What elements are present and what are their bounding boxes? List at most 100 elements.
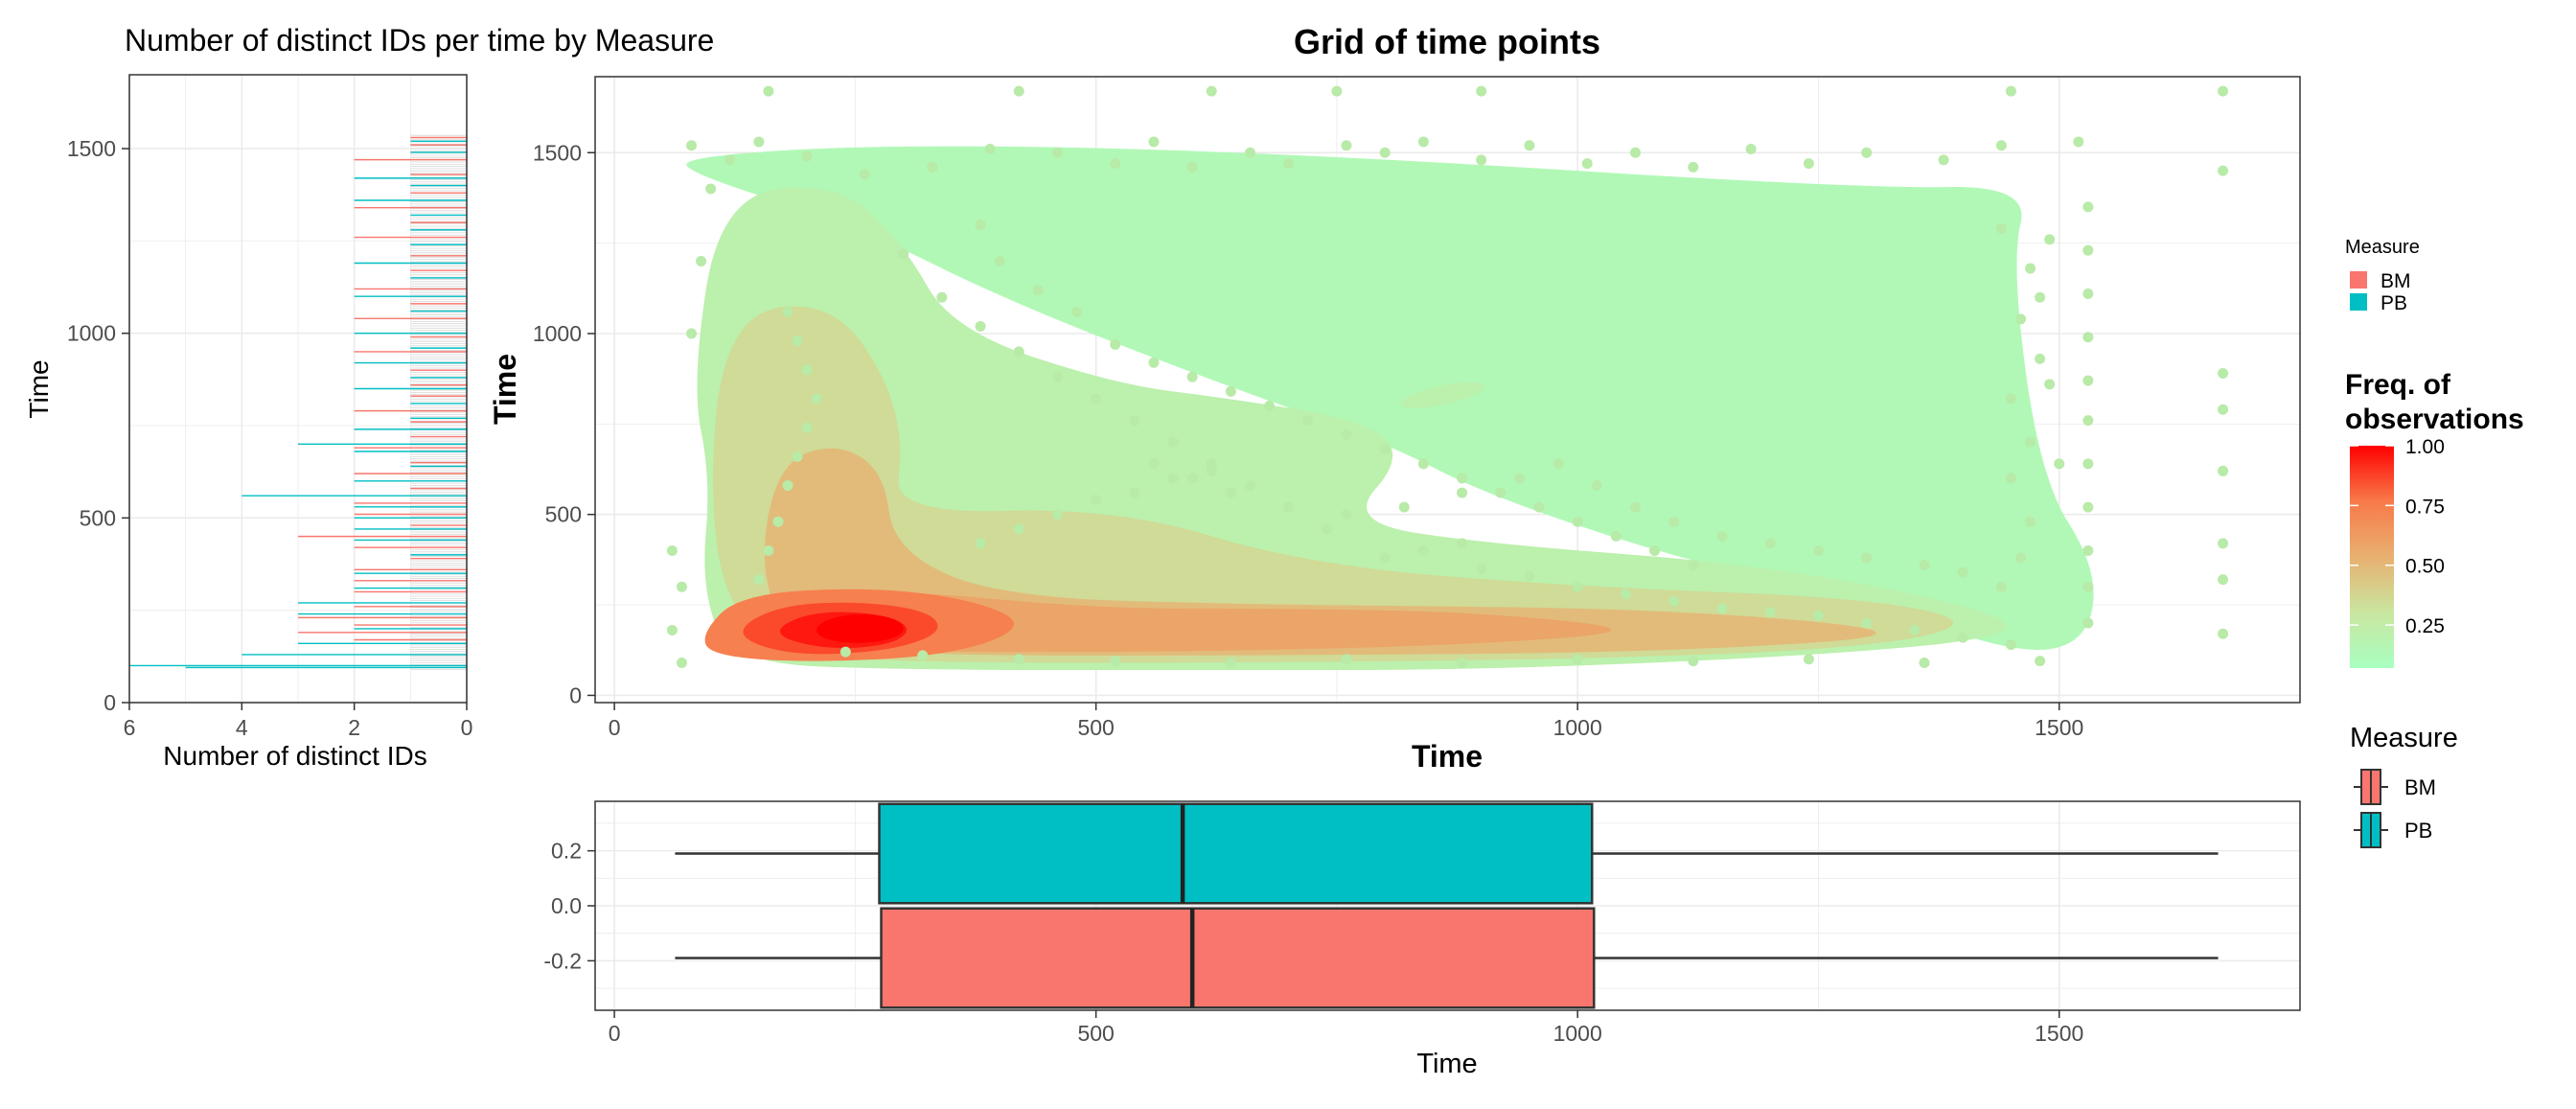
time-grid-chart-title: Grid of time points	[1294, 22, 1600, 61]
main-y-tick-label: 0	[569, 682, 582, 707]
scatter-point	[898, 248, 909, 260]
scatter-point	[2082, 617, 2094, 629]
scatter-point	[1302, 415, 1314, 427]
scatter-point	[840, 646, 851, 658]
scatter-point	[1688, 656, 1699, 667]
scatter-point	[2082, 288, 2094, 299]
main-x-tick-label: 0	[609, 715, 621, 740]
main-x-tick-label: 1000	[1553, 715, 1602, 740]
scatter-point	[2035, 656, 2046, 667]
main-x-axis-title: Time	[1412, 739, 1483, 774]
scatter-point	[2082, 244, 2094, 256]
ids-x-tick-label: 0	[461, 715, 473, 740]
scatter-point	[1457, 487, 1468, 498]
scatter-point	[2082, 544, 2094, 556]
scatter-point	[2025, 436, 2036, 448]
density-contour-island	[1400, 381, 1485, 408]
scatter-point	[2218, 85, 2229, 97]
scatter-point	[696, 256, 707, 267]
scatter-point	[2005, 473, 2016, 484]
main-panel-border	[594, 76, 2301, 704]
scatter-point	[1283, 158, 1295, 170]
density-colorbar	[2350, 446, 2394, 668]
scatter-point	[1812, 610, 1824, 621]
scatter-point	[2218, 465, 2229, 476]
scatter-point	[2218, 165, 2229, 176]
scatter-point	[1524, 570, 1535, 582]
scatter-point	[676, 581, 687, 592]
density-contour-0	[686, 146, 2094, 650]
scatter-point	[2218, 368, 2229, 380]
box-y-tick-label: 0.2	[551, 839, 582, 864]
scatter-point	[763, 544, 774, 556]
scatter-point	[2035, 353, 2046, 364]
scatter-point	[1552, 458, 1564, 470]
measure-legend-top: Measure BM PB	[2345, 237, 2420, 314]
scatter-point	[1417, 136, 1429, 148]
scatter-point	[1591, 480, 1602, 492]
scatter-point	[782, 306, 794, 317]
scatter-point	[2044, 379, 2056, 390]
scatter-point	[1186, 371, 1198, 382]
scatter-point	[1091, 393, 1102, 404]
ids-y-axis: 0 500 1000 1500	[67, 136, 129, 715]
scatter-point	[1264, 400, 1276, 411]
scatter-point	[1572, 654, 1583, 665]
scatter-point	[1417, 458, 1429, 470]
scatter-point	[1129, 415, 1140, 427]
boxplot-chart: 0.2 0.0 -0.2 0 500 1000 1500 Time	[543, 800, 2301, 1079]
scatter-point	[1110, 158, 1121, 170]
scatter-point	[676, 657, 687, 668]
scatter-point	[724, 154, 736, 166]
scatter-point	[1957, 632, 1968, 643]
scatter-point	[1051, 509, 1063, 520]
scatter-point	[763, 85, 774, 97]
scatter-point	[1341, 654, 1352, 665]
ids-x-tick-label: 2	[348, 715, 360, 740]
scatter-point	[1206, 85, 1217, 97]
scatter-point	[1476, 85, 1487, 97]
scatter-point	[1148, 136, 1160, 148]
scatter-point	[2005, 85, 2016, 97]
main-y-axis-title: Time	[488, 354, 522, 425]
density-tick-label: 0.50	[2405, 556, 2445, 578]
main-x-tick-label: 500	[1077, 715, 1114, 740]
scatter-point	[1716, 603, 1728, 614]
density-legend-title-line2: observations	[2345, 404, 2524, 435]
scatter-point	[1803, 654, 1814, 665]
box-legend-key-BM	[2354, 769, 2388, 805]
scatter-point	[2082, 332, 2094, 343]
scatter-point	[2218, 628, 2229, 639]
scatter-point	[1341, 429, 1352, 441]
scatter-point	[2025, 263, 2036, 274]
box-x-axis: 0 500 1000 1500	[609, 1010, 2083, 1046]
scatter-point	[1051, 371, 1063, 382]
scatter-point	[1244, 480, 1255, 492]
density-legend-title-line1: Freq. of	[2345, 369, 2451, 401]
main-y-tick-label: 1500	[533, 140, 582, 165]
legend-key-BM	[2350, 271, 2367, 289]
measure-legend-title: Measure	[2345, 237, 2420, 258]
scatter-point	[1186, 473, 1198, 484]
scatter-point	[1013, 346, 1024, 358]
scatter-point	[1225, 487, 1236, 498]
scatter-point	[1572, 581, 1583, 592]
main-y-tick-label: 1000	[533, 321, 582, 346]
density-contour-8	[816, 613, 904, 643]
legend-key-PB	[2350, 293, 2367, 311]
scatter-point	[2082, 201, 2094, 213]
scatter-point	[1091, 495, 1102, 506]
scatter-point	[1572, 516, 1583, 527]
scatter-point	[1909, 625, 1920, 636]
measure-legend-bottom: Measure BM PB	[2350, 723, 2458, 848]
scatter-point	[1716, 530, 1728, 542]
scatter-point	[1524, 140, 1535, 151]
box-marks	[675, 802, 2219, 1009]
scatter-point	[2073, 136, 2084, 148]
density-contour-2	[713, 306, 1954, 663]
scatter-point	[1148, 357, 1160, 368]
scatter-point	[686, 140, 698, 151]
scatter-point	[1861, 147, 1873, 158]
scatter-point	[782, 480, 794, 492]
